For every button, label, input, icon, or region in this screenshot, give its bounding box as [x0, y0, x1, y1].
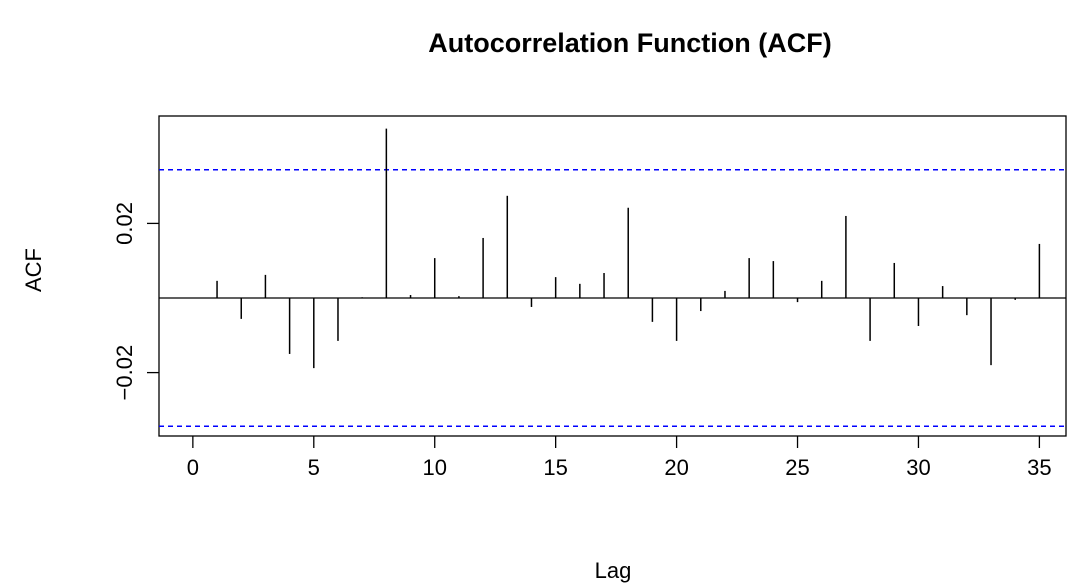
y-tick-label: 0.02: [112, 202, 137, 245]
x-tick-label: 35: [1027, 455, 1051, 480]
x-tick-label: 30: [906, 455, 930, 480]
chart-title: Autocorrelation Function (ACF): [428, 28, 831, 58]
x-tick-label: 15: [543, 455, 567, 480]
y-axis-label: ACF: [21, 248, 46, 292]
x-tick-label: 20: [664, 455, 688, 480]
x-axis-label: Lag: [595, 558, 632, 583]
x-tick-label: 0: [187, 455, 199, 480]
x-tick-label: 5: [308, 455, 320, 480]
plot-frame: [158, 115, 1067, 437]
x-tick-label: 10: [422, 455, 446, 480]
x-tick-label: 25: [785, 455, 809, 480]
y-tick-label: −0.02: [112, 345, 137, 401]
